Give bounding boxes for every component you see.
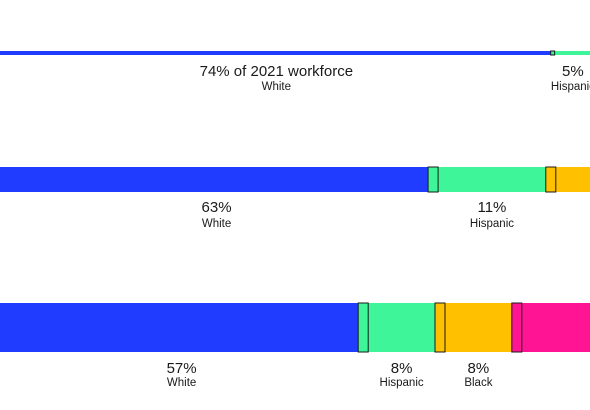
bar-segment-black-row-2 — [550, 167, 590, 192]
segment-connector — [357, 302, 369, 353]
segment-percent-label: 74% of 2021 workforce — [200, 63, 353, 80]
segment-percent-label: 63% — [202, 199, 232, 216]
segment-group-label: Hispanic — [470, 218, 514, 230]
bar-segment-hispanic-row-2 — [433, 167, 551, 192]
segment-connector — [545, 166, 557, 193]
bar-segment-black-row-3 — [440, 303, 517, 352]
segment-group-label: White — [262, 81, 291, 93]
segment-group-label: White — [202, 218, 231, 230]
segment-percent-label: 8% — [468, 360, 490, 377]
segment-group-label: White — [167, 377, 196, 389]
segment-percent-label: 11% — [477, 199, 506, 216]
segment-connector — [434, 302, 446, 353]
bar-segment-white-row-3 — [0, 303, 364, 352]
segment-percent-label: 57% — [167, 360, 197, 377]
segment-connector — [427, 166, 439, 193]
bar-segment-hispanic-row-3 — [363, 303, 440, 352]
segment-connector — [511, 302, 523, 353]
bar-segment-asian-row-3 — [516, 303, 590, 352]
segment-group-label: Hispanic — [551, 81, 590, 93]
segment-percent-label: 8% — [391, 360, 413, 377]
bar-segment-hispanic-row-1 — [552, 51, 590, 55]
segment-group-label: Black — [464, 377, 492, 389]
segment-connector — [550, 50, 556, 56]
segment-group-label: Hispanic — [380, 377, 424, 389]
bar-segment-white-row-1 — [0, 51, 553, 55]
bar-segment-white-row-2 — [0, 167, 434, 192]
segment-percent-label: 5% — [562, 63, 584, 80]
